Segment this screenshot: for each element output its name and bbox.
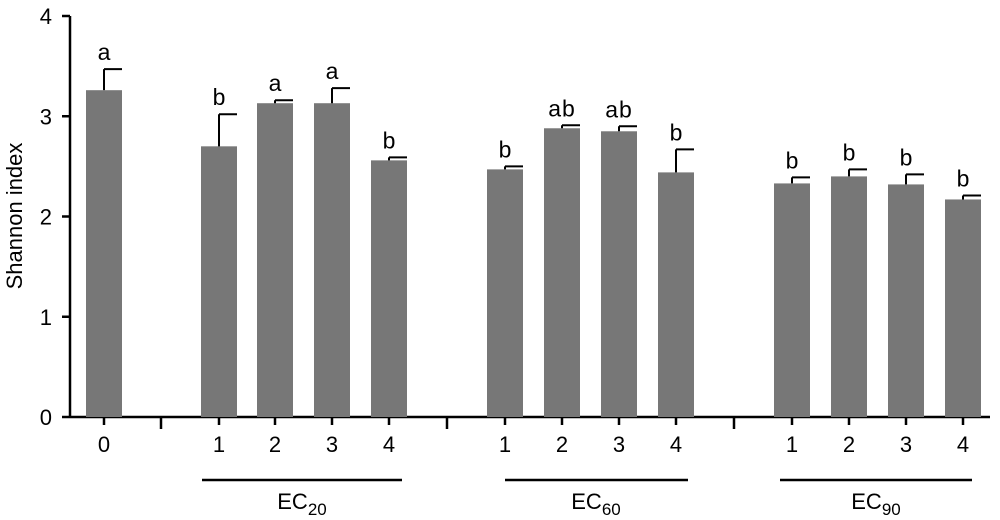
error-bar xyxy=(218,113,237,147)
y-ticks: 0 1 2 3 4 xyxy=(40,4,70,430)
x-tick-label: 3 xyxy=(326,432,338,457)
error-bar xyxy=(962,194,981,200)
y-axis-label: Shannon index xyxy=(2,143,27,290)
bar xyxy=(658,172,694,417)
significance-letter: b xyxy=(900,144,913,170)
group-label-subscript: 90 xyxy=(882,500,901,519)
y-tick-label: 3 xyxy=(40,104,52,129)
significance-letter: b xyxy=(670,119,683,145)
error-bar xyxy=(791,176,810,184)
bar xyxy=(945,199,981,417)
error-bar xyxy=(103,68,122,91)
significance-letter: ab xyxy=(605,96,633,122)
y-tick-label: 0 xyxy=(40,405,52,430)
bar xyxy=(888,184,924,417)
bar xyxy=(774,183,810,417)
error-bar xyxy=(561,124,580,129)
bar xyxy=(314,103,350,417)
x-tick-label: 0 xyxy=(98,432,110,457)
x-tick-label: 2 xyxy=(843,432,855,457)
significance-letter: b xyxy=(499,136,512,162)
error-bar xyxy=(848,168,867,177)
bar xyxy=(201,146,237,417)
bar xyxy=(86,90,122,417)
error-bar xyxy=(274,99,293,104)
x-tick-label: 2 xyxy=(269,432,281,457)
bar xyxy=(371,160,407,418)
significance-letter: b xyxy=(957,165,970,191)
y-tick-label: 2 xyxy=(40,205,52,230)
x-tick-label: 1 xyxy=(786,432,798,457)
error-bar xyxy=(331,87,350,104)
group-label-subscript: 60 xyxy=(602,500,621,519)
group-label-base: EC xyxy=(277,489,308,514)
group-label-subscript: 20 xyxy=(308,500,327,519)
group-labels: EC20 EC60 EC90 xyxy=(202,478,972,519)
bars: a 0 b 1 a 2 a 3 b 4 b 1 ab 2 ab 3 b 4 b 1 b 2 b 3 b 4 xyxy=(86,39,981,457)
bar xyxy=(831,176,867,417)
significance-letter: b xyxy=(843,139,856,165)
y-tick-label: 1 xyxy=(40,305,52,330)
x-tick-label: 3 xyxy=(613,432,625,457)
bar xyxy=(601,131,637,417)
error-bar xyxy=(504,165,523,170)
x-tick-label: 4 xyxy=(383,432,395,457)
group-label: EC90 xyxy=(851,489,900,519)
error-bar xyxy=(618,125,637,132)
error-bar xyxy=(675,148,694,173)
significance-letter: b xyxy=(383,127,396,153)
y-tick-label: 4 xyxy=(40,4,52,29)
x-axis-ticks xyxy=(102,417,965,429)
x-tick-label: 3 xyxy=(900,432,912,457)
x-tick-label: 4 xyxy=(957,432,969,457)
bar xyxy=(487,169,523,417)
group-label: EC20 xyxy=(277,489,326,519)
group-label: EC60 xyxy=(571,489,620,519)
error-bar xyxy=(905,173,924,185)
x-tick-label: 1 xyxy=(213,432,225,457)
significance-letter: a xyxy=(269,70,282,96)
significance-letter: b xyxy=(213,84,226,110)
x-tick-label: 1 xyxy=(499,432,511,457)
significance-letter: a xyxy=(326,58,339,84)
x-tick-label: 2 xyxy=(556,432,568,457)
significance-letter: a xyxy=(98,39,111,65)
significance-letter: b xyxy=(786,147,799,173)
error-bar xyxy=(388,156,407,161)
x-tick-label: 4 xyxy=(670,432,682,457)
bar xyxy=(544,128,580,417)
significance-letter: ab xyxy=(548,95,576,121)
group-label-base: EC xyxy=(851,489,882,514)
bar xyxy=(257,103,293,417)
group-label-base: EC xyxy=(571,489,602,514)
